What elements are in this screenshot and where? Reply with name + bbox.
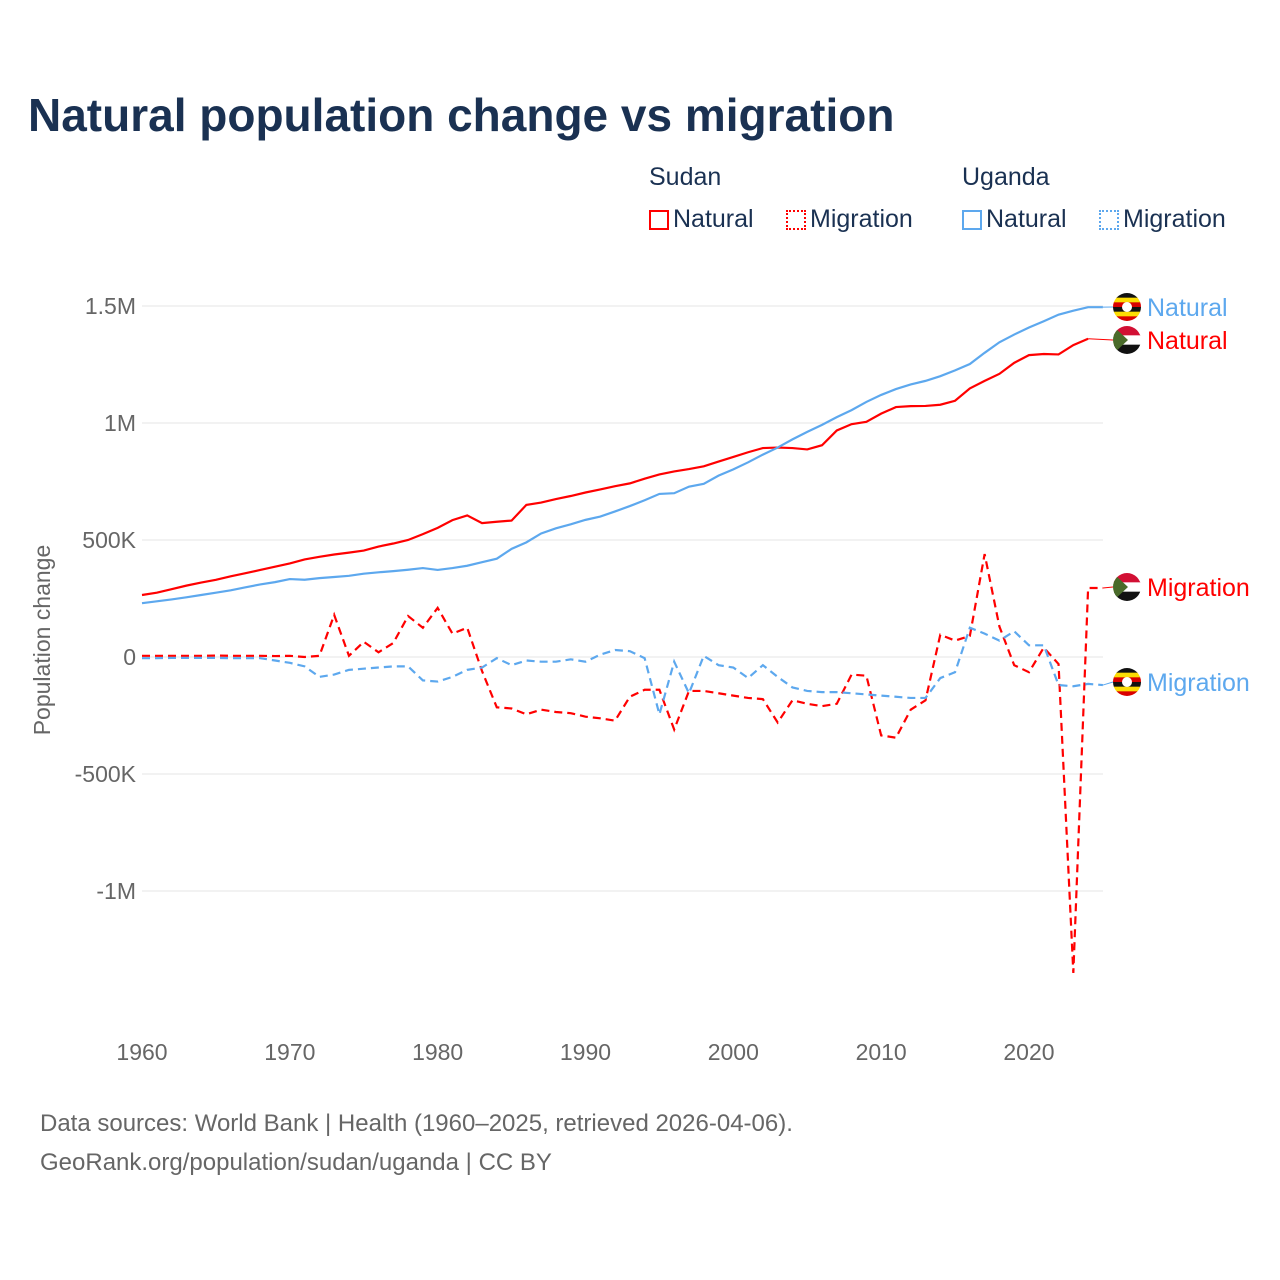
uganda-flag-icon bbox=[1113, 293, 1141, 321]
series-line-uganda-natural[interactable] bbox=[141, 306, 1103, 605]
legend-label: Natural bbox=[673, 205, 754, 233]
x-tick-label: 2020 bbox=[1003, 1039, 1054, 1065]
sudan-flag-icon bbox=[1113, 573, 1141, 601]
y-tick-label: -500K bbox=[75, 761, 137, 787]
x-tick-label: 2010 bbox=[856, 1039, 907, 1065]
legend-uganda-natural[interactable]: Natural bbox=[962, 205, 1067, 234]
source-line: Data sources: World Bank | Health (1960–… bbox=[40, 1110, 793, 1137]
label-connector bbox=[1088, 338, 1114, 341]
y-tick-label: 1M bbox=[104, 410, 136, 436]
label-connector bbox=[1102, 586, 1114, 589]
legend-sudan-natural[interactable]: Natural bbox=[649, 205, 754, 234]
legend-swatch bbox=[786, 210, 806, 230]
series-line-sudan-natural[interactable] bbox=[141, 337, 1089, 597]
chart-title: Natural population change vs migration bbox=[28, 89, 895, 141]
source-url[interactable]: GeoRank.org/population/sudan/uganda | CC… bbox=[40, 1149, 552, 1176]
x-tick-label: 1960 bbox=[116, 1039, 167, 1065]
x-tick-label: 1970 bbox=[264, 1039, 315, 1065]
legend-group-uganda: Uganda bbox=[962, 163, 1050, 191]
x-tick-label: 1990 bbox=[560, 1039, 611, 1065]
label-connector bbox=[1102, 681, 1114, 686]
y-tick-label: -1M bbox=[96, 878, 136, 904]
y-axis-label: Population change bbox=[29, 545, 55, 736]
legend-swatch bbox=[962, 210, 982, 230]
legend-label: Natural bbox=[986, 205, 1067, 233]
end-label: Natural bbox=[1147, 294, 1228, 322]
sudan-flag-icon bbox=[1113, 326, 1141, 354]
end-label: Migration bbox=[1147, 669, 1250, 697]
y-tick-label: 1.5M bbox=[85, 293, 136, 319]
uganda-flag-icon bbox=[1113, 668, 1141, 696]
legend-group-sudan: Sudan bbox=[649, 163, 722, 191]
x-tick-label: 1980 bbox=[412, 1039, 463, 1065]
y-tick-label: 500K bbox=[82, 527, 136, 553]
x-tick-label: 2000 bbox=[708, 1039, 759, 1065]
legend-label: Migration bbox=[810, 205, 913, 233]
y-tick-label: 0 bbox=[123, 644, 136, 670]
series-line-sudan-migration[interactable] bbox=[142, 553, 1103, 973]
legend-sudan-migration[interactable]: Migration bbox=[786, 205, 913, 234]
legend-swatch bbox=[649, 210, 669, 230]
legend-uganda-migration[interactable]: Migration bbox=[1099, 205, 1226, 234]
series-line-uganda-migration[interactable] bbox=[142, 626, 1103, 719]
legend-label: Migration bbox=[1123, 205, 1226, 233]
end-label: Natural bbox=[1147, 327, 1228, 355]
end-label: Migration bbox=[1147, 574, 1250, 602]
legend-swatch bbox=[1099, 210, 1119, 230]
